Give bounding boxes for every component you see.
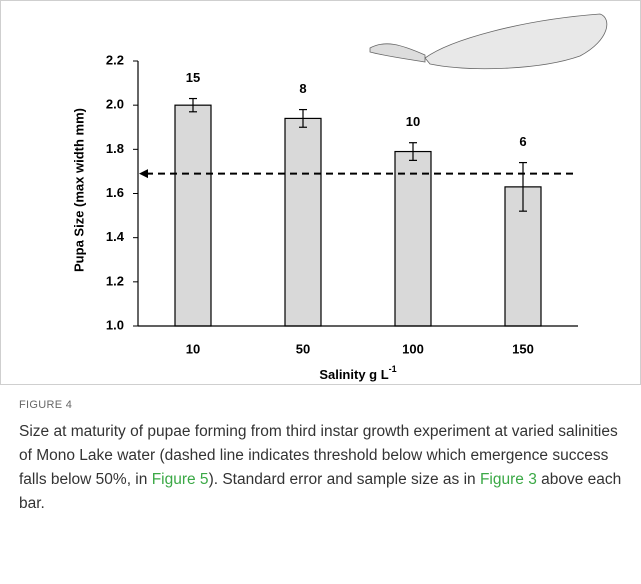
bar [175,105,211,326]
caption-link[interactable]: Figure 5 [152,471,209,488]
caption-link[interactable]: Figure 3 [480,471,537,488]
y-tick-label: 1.4 [106,229,125,244]
chart: Pupa Size (max width mm) 1.0 1.2 1.4 1.6 1.8… [0,0,641,385]
threshold-arrow [139,169,148,178]
y-tick-label: 2.0 [106,97,124,112]
y-tick-label: 1.8 [106,141,124,156]
x-tick-label: 150 [512,341,534,356]
sample-size-label: 6 [519,134,526,149]
y-tick-label: 1.2 [106,273,124,288]
bar [285,118,321,326]
y-tick-label: 1.6 [106,185,124,200]
y-tick-label: 2.2 [106,52,124,67]
caption: Size at maturity of pupae forming from t… [19,420,629,516]
caption-text: ). Standard error and sample size as in [209,471,480,488]
pupa-illustration [425,14,607,69]
y-tick-label: 1.0 [106,317,124,332]
x-tick-label: 10 [186,341,200,356]
pupa-illustration-tail [370,44,425,62]
sample-size-label: 15 [186,70,200,85]
x-axis-label-text: Salinity g L [319,367,388,382]
x-tick-label: 100 [402,341,424,356]
x-tick-label: 50 [296,341,310,356]
sample-size-label: 10 [406,114,420,129]
bar [395,152,431,326]
x-axis-label: Salinity g L-1 [319,364,396,382]
x-axis-label-sup: -1 [389,364,397,374]
figure-label: FIGURE 4 [19,399,72,411]
sample-size-label: 8 [299,81,306,96]
page: Pupa Size (max width mm) 1.0 1.2 1.4 1.6 1.8… [0,0,641,584]
y-axis-label: Pupa Size (max width mm) [71,108,86,272]
